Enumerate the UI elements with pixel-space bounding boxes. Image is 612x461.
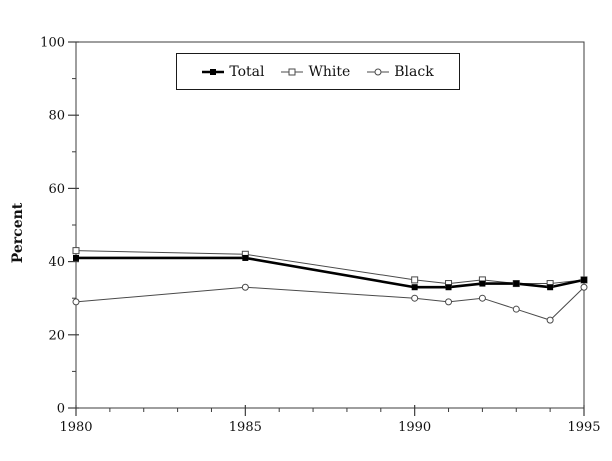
legend-box: Total White Black [176, 53, 460, 90]
svg-text:1980: 1980 [59, 420, 92, 435]
svg-text:40: 40 [48, 255, 65, 270]
legend-label-black: Black [394, 63, 434, 80]
y-axis-title: Percent [10, 202, 26, 264]
svg-text:0: 0 [57, 402, 65, 417]
svg-text:80: 80 [48, 109, 65, 124]
legend-item-black: Black [367, 63, 434, 80]
svg-text:1990: 1990 [398, 420, 431, 435]
legend-item-total: Total [202, 64, 264, 80]
total-filled-square-marker-icon [202, 68, 225, 75]
legend-item-white: White [281, 64, 350, 80]
svg-text:1995: 1995 [567, 420, 600, 435]
svg-text:1985: 1985 [229, 420, 262, 435]
legend-label-white: White [308, 63, 351, 80]
black-open-circle-marker-icon [367, 68, 390, 75]
legend-label-total: Total [229, 63, 265, 80]
svg-text:60: 60 [48, 182, 65, 197]
white-open-square-marker-icon [281, 68, 304, 75]
svg-text:100: 100 [40, 36, 65, 51]
svg-text:20: 20 [48, 328, 65, 343]
